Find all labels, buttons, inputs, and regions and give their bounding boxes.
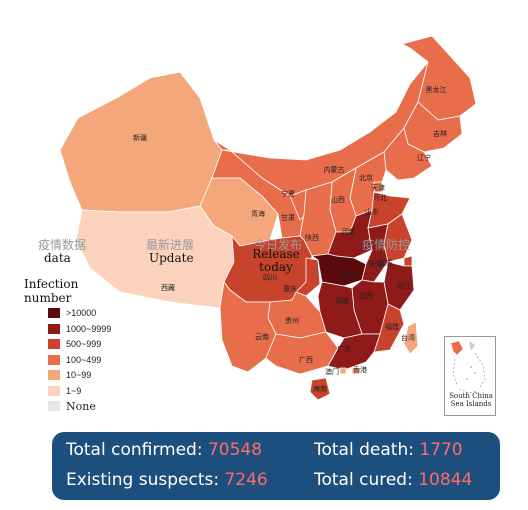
province-label: 甘肃 — [281, 213, 295, 222]
province-label: 宁夏 — [281, 189, 295, 198]
province-label: 澳门 — [325, 367, 339, 376]
legend-swatch — [48, 323, 60, 334]
province-label: 黑龙江 — [426, 85, 447, 94]
region-hainan — [309, 377, 331, 401]
region-macau — [339, 367, 347, 375]
legend-item: None — [48, 399, 96, 413]
province-label: 内蒙古 — [324, 165, 345, 174]
legend-item: 500~999 — [48, 337, 101, 351]
province-label: 湖南 — [335, 296, 349, 305]
region-hongkong — [351, 367, 361, 375]
stats-panel: Total confirmed: 70548 Total death: 1770… — [52, 432, 500, 500]
region-shanghai — [403, 255, 413, 267]
tab-release-today-en: Release today — [252, 247, 300, 274]
tab-release-today-zh: 今日发布 — [254, 238, 303, 252]
legend-label: 100~499 — [66, 354, 102, 365]
province-label: 新疆 — [133, 133, 147, 142]
legend-swatch — [48, 385, 60, 396]
province-label: 贵州 — [285, 316, 299, 325]
province-label: 北京 — [359, 173, 373, 182]
province-label: 吉林 — [433, 129, 447, 138]
legend-label: 1~9 — [66, 385, 82, 396]
province-label: 西藏 — [161, 283, 175, 292]
legend-swatch — [48, 401, 60, 411]
province-label: 台湾 — [401, 333, 415, 342]
tab-update[interactable]: 最新进展 — [146, 236, 194, 253]
tab-data-en: data — [44, 251, 71, 265]
province-label: 山东 — [365, 207, 379, 216]
inset-islands — [450, 340, 486, 394]
tab-prevention-zh: 疫情防控 — [362, 238, 411, 252]
legend-item: 10~99 — [48, 368, 91, 382]
province-label: 广西 — [299, 355, 313, 364]
province-label: 香港 — [353, 365, 367, 374]
province-label: 江西 — [359, 292, 373, 300]
stat-suspects-label: Existing suspects: — [66, 470, 220, 490]
stat-cured: Total cured: 10844 — [314, 470, 472, 490]
province-label: 湖北 — [341, 271, 355, 280]
region-guangdong — [327, 333, 381, 371]
tab-data-zh: 疫情数据 — [38, 238, 87, 252]
legend-item: 100~499 — [48, 353, 101, 367]
stat-suspects-value: 7246 — [224, 470, 268, 490]
region-yunnan — [219, 281, 277, 373]
province-label: 江苏 — [379, 258, 393, 267]
province-label: 重庆 — [283, 284, 297, 293]
province-label: 海南 — [313, 384, 327, 393]
legend-label: 500~999 — [66, 339, 102, 349]
legend-swatch — [48, 354, 60, 365]
legend-label: 1000~9999 — [66, 323, 112, 334]
province-label: 陕西 — [305, 233, 319, 242]
province-label: 天津 — [371, 184, 385, 192]
tab-update-zh: 最新进展 — [146, 238, 195, 252]
stat-cured-label: Total cured: — [314, 470, 413, 490]
legend-label: None — [66, 399, 96, 413]
legend-item: 1~9 — [48, 384, 81, 398]
south-china-sea-inset — [444, 336, 496, 416]
legend-title: Infection number — [24, 277, 79, 305]
legend-item: 1000~9999 — [48, 322, 111, 336]
region-taiwan — [403, 321, 419, 355]
region-liaoning — [383, 127, 433, 181]
province-label: 云南 — [255, 332, 269, 341]
legend-item: >10000 — [48, 306, 96, 320]
stat-death: Total death: 1770 — [314, 440, 463, 460]
stat-death-label: Total death: — [314, 440, 414, 460]
tab-update-en: Update — [149, 251, 194, 265]
legend-swatch — [48, 308, 60, 318]
province-label: 辽宁 — [417, 153, 431, 162]
province-label: 青海 — [251, 209, 265, 218]
legend-swatch — [48, 339, 60, 349]
legend-label: >10000 — [66, 308, 97, 318]
province-label: 福建 — [385, 322, 399, 331]
inset-label: South China Sea Islands — [449, 392, 493, 408]
tab-release-today[interactable]: 今日发布 — [254, 236, 302, 253]
stat-confirmed: Total confirmed: 70548 — [66, 440, 262, 460]
province-label: 河南 — [341, 227, 355, 236]
legend-label: 10~99 — [66, 370, 92, 380]
stat-confirmed-label: Total confirmed: — [66, 440, 203, 460]
province-label: 河北 — [373, 194, 387, 202]
province-label: 四川 — [263, 274, 277, 282]
province-label: 广东 — [337, 344, 351, 353]
tab-prevention[interactable]: 疫情防控 — [362, 236, 410, 253]
province-label: 安徽 — [369, 259, 383, 268]
stat-suspects: Existing suspects: 7246 — [66, 470, 268, 490]
region-xinjiang — [59, 71, 223, 213]
legend-swatch — [48, 370, 60, 380]
stat-death-value: 1770 — [419, 440, 463, 460]
province-label: 山西 — [331, 195, 345, 204]
stat-cured-value: 10844 — [418, 470, 473, 490]
province-label: 浙江 — [397, 281, 411, 290]
stat-confirmed-value: 70548 — [207, 440, 263, 460]
tab-data[interactable]: 疫情数据 — [38, 236, 86, 253]
